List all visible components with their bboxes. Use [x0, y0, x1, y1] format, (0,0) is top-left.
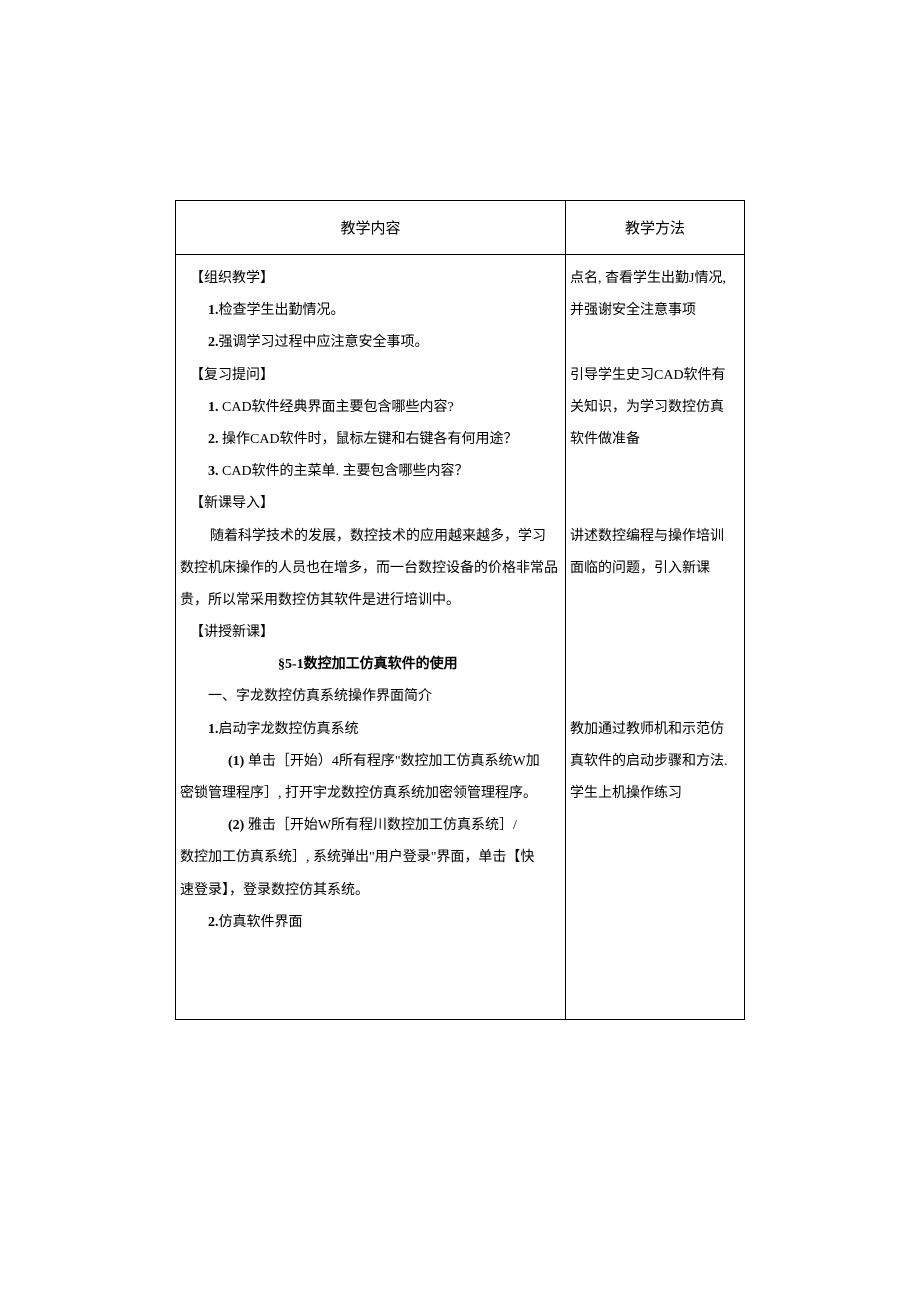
subsection-1: 一、字龙数控仿真系统操作界面简介 [178, 681, 563, 713]
teaching-method-cell: 点名, 杳看学生出勤J情况, 并强谢安全注意事项 引导学生史习CAD软件有 关知… [566, 255, 744, 1019]
review-header: 【复习提问】 [178, 360, 563, 392]
section-5-1-title: §5-1数控加工仿真软件的使用 [178, 649, 563, 681]
blank-line [568, 456, 742, 488]
table-header-row: 教学内容 教学方法 [176, 201, 744, 255]
method-3-line-2: 面临的问题，引入新课 [568, 553, 742, 585]
item-text: 雅击［开始W所有程川数控加工仿真系统］/ [244, 818, 517, 833]
teach-new-header: 【讲授新课】 [178, 617, 563, 649]
blank-line [568, 681, 742, 713]
teaching-content-cell: 【组织教学】 1.检查学生出勤情况。 2.强调学习过程中应注意安全事项。 【复习… [176, 255, 566, 1019]
item-text: CAD软件的主菜单. 主要包含哪些内容？ [219, 464, 469, 479]
method-4-line-1: 教加通过教师机和示范仿 [568, 714, 742, 746]
method-2-line-1: 引导学生史习CAD软件有 [568, 360, 742, 392]
substep-1-cont: 密锁管理程序］, 打开宇龙数控仿真系统加密领管理程序。 [178, 778, 563, 810]
question-3: 3. CAD软件的主菜单. 主要包含哪些内容？ [178, 456, 563, 488]
item-text: 检查学生出勤情况。 [219, 303, 345, 318]
question-1: 1. CAD软件经典界面主要包含哪些内容? [178, 392, 563, 424]
blank-line [568, 585, 742, 617]
attendance-item: 1.检查学生出勤情况。 [178, 295, 563, 327]
method-3-line-1: 讲述数控编程与操作培训 [568, 521, 742, 553]
step-2: 2.仿真软件界面 [178, 907, 563, 939]
intro-line-2: 数控机床操作的人员也在增多，而一台数控设备的价格非常品 [178, 553, 563, 585]
substep-1: (1) 单击［开始）4所有程序"数控加工仿真系统W加 [178, 746, 563, 778]
item-text: 单击［开始）4所有程序"数控加工仿真系统W加 [244, 754, 539, 769]
question-2: 2. 操作CAD软件时，鼠标左键和右键各有何用途？ [178, 424, 563, 456]
item-number: (1) [228, 754, 244, 769]
item-number: 1. [208, 303, 219, 318]
method-2-line-2: 关知识，为学习数控仿真 [568, 392, 742, 424]
new-lesson-header: 【新课导入】 [178, 488, 563, 520]
item-number: 1. [208, 722, 219, 737]
item-number: 1. [208, 400, 219, 415]
org-teaching-header: 【组织教学】 [178, 263, 563, 295]
item-text: CAD软件经典界面主要包含哪些内容? [219, 400, 454, 415]
substep-2-cont-2: 速登录】，登录数控仿其系统。 [178, 875, 563, 907]
method-1-line-1: 点名, 杳看学生出勤J情况, [568, 263, 742, 295]
item-text: 仿真软件界面 [219, 915, 303, 930]
safety-item: 2.强调学习过程中应注意安全事项。 [178, 327, 563, 359]
item-number: 3. [208, 464, 219, 479]
item-text: 强调学习过程中应注意安全事项。 [219, 335, 429, 350]
substep-2: (2) 雅击［开始W所有程川数控加工仿真系统］/ [178, 810, 563, 842]
method-1-line-2: 并强谢安全注意事项 [568, 295, 742, 327]
item-number: 2. [208, 915, 219, 930]
item-text: 操作CAD软件时，鼠标左键和右键各有何用途？ [219, 432, 518, 447]
blank-line [568, 488, 742, 520]
step-1: 1.启动字龙数控仿真系统 [178, 714, 563, 746]
item-number: (2) [228, 818, 244, 833]
item-number: 2. [208, 335, 219, 350]
blank-line [568, 617, 742, 649]
item-text: 启动字龙数控仿真系统 [219, 722, 359, 737]
intro-line-3: 贵，所以常采用数控仿其软件是进行培训中。 [178, 585, 563, 617]
header-method: 教学方法 [566, 201, 744, 254]
header-content: 教学内容 [176, 201, 566, 254]
method-4-line-3: 学生上机操作练习 [568, 778, 742, 810]
lesson-plan-table: 教学内容 教学方法 【组织教学】 1.检查学生出勤情况。 2.强调学习过程中应注… [175, 200, 745, 1020]
blank-line [568, 649, 742, 681]
blank-line [568, 327, 742, 359]
method-4-line-2: 真软件的启动步骤和方法. [568, 746, 742, 778]
method-2-line-3: 软件做准备 [568, 424, 742, 456]
table-content-row: 【组织教学】 1.检查学生出勤情况。 2.强调学习过程中应注意安全事项。 【复习… [176, 255, 744, 1019]
substep-2-cont-1: 数控加工仿真系统］, 系统弹出"用户登录"界面，单击【快 [178, 842, 563, 874]
intro-line-1: 随着科学技术的发展，数控技术的应用越来越多，学习 [178, 521, 563, 553]
item-number: 2. [208, 432, 219, 447]
